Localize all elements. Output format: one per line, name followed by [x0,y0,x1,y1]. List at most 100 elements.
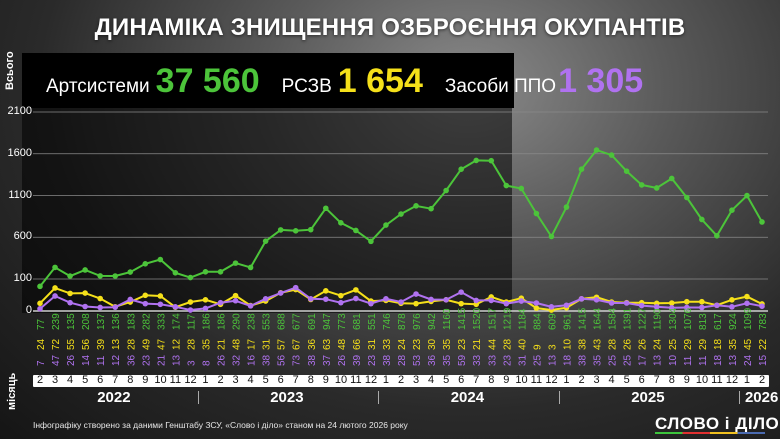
data-point [262,238,269,244]
data-point [383,296,389,302]
value-label: 25 [608,354,619,366]
value-label: 31 [262,338,273,350]
brand-logo: СЛОВО і ДІЛО [655,414,780,433]
data-point [368,238,374,245]
data-point [488,297,495,304]
month-label: 10 [695,374,709,386]
value-label: 18 [713,338,724,350]
month-label: 5 [262,374,269,386]
y-tick-label: 600 [13,230,32,243]
data-point [52,264,58,271]
value-label: 44 [487,338,498,350]
value-label: 947 [322,313,333,330]
data-point [398,211,404,217]
month-label: 8 [668,374,675,386]
data-point [157,301,164,308]
value-label: 1099 [743,307,754,330]
data-point [97,273,103,279]
data-point [172,270,179,276]
data-point [729,207,735,213]
month-label: 6 [97,374,104,386]
month-label: 11 [350,374,362,386]
data-point [533,300,540,306]
data-point [247,303,254,309]
month-label: 10 [154,374,167,386]
value-label: 21 [156,354,167,366]
data-point [683,194,690,201]
month-label: 9 [322,374,329,386]
month-label: 4 [608,374,615,386]
month-label: 12 [545,374,558,386]
value-label: 10 [668,354,679,366]
value-label: 12 [171,338,182,350]
value-label: 28 [608,338,619,350]
data-point [202,297,209,303]
year-label: 2022 [97,389,131,406]
value-label: 691 [307,313,318,330]
value-label: 13 [111,338,122,350]
data-point [67,290,73,297]
value-label: 8 [201,360,212,366]
value-label: 783 [758,313,769,330]
value-label: 878 [397,313,408,330]
value-label: 183 [126,313,137,330]
value-label: 29 [683,338,694,350]
month-axis-title: місяць [6,372,18,410]
month-label: 9 [683,374,690,386]
data-point [668,300,675,306]
data-point [157,256,164,263]
value-label: 28 [502,338,513,350]
totals-panel [22,53,514,108]
data-point [112,273,119,279]
data-point [683,298,690,305]
month-label: 9 [503,374,510,386]
month-label: 2 [397,374,405,386]
month-label: 12 [725,374,739,386]
value-label: 746 [382,313,393,330]
value-label: 36 [126,354,137,366]
value-label: 16 [247,354,258,366]
year-separator [558,391,560,404]
month-label: 2 [217,374,224,386]
data-point [563,204,570,210]
data-point [593,147,600,153]
data-point [473,301,480,308]
page-title: ДИНАМІКА ЗНИЩЕННЯ ОЗБРОЄННЯ ОКУПАНТІВ [94,14,686,41]
value-label: 609 [547,313,558,330]
data-point [683,304,690,311]
value-label: 15 [758,354,769,366]
totals-row: Артсистеми 37 560 РСЗВ 1 654 Засоби ППО … [46,62,665,101]
data-point [533,210,540,217]
data-point [97,295,103,302]
value-label: 25 [532,354,543,366]
value-label: 56 [277,354,288,366]
data-point [142,292,149,299]
value-label: 924 [728,313,739,330]
value-label: 30 [427,338,438,350]
value-label: 12 [111,354,122,366]
data-point [638,182,645,188]
data-point [714,302,720,309]
data-point [533,305,540,311]
value-label: 17 [247,338,258,350]
month-label: 1 [382,374,390,386]
month-label: 2 [758,374,766,386]
value-label: 136 [111,313,122,330]
data-point [127,269,134,275]
value-label: 13 [547,354,558,366]
data-point [338,220,344,226]
month-label: 1 [563,374,570,386]
data-point [578,296,585,302]
value-label: 13 [653,354,664,366]
month-label: 3 [412,374,420,386]
value-label: 43 [593,338,604,350]
value-label: 135 [66,313,77,330]
value-label: 18 [562,354,573,366]
data-point [548,304,555,310]
month-label: 3 [593,374,600,386]
value-label: 11 [96,355,107,366]
value-label: 681 [352,313,363,330]
value-label: 28 [397,354,408,366]
artillery-label: Артсистеми [46,76,150,97]
data-point [37,283,43,290]
